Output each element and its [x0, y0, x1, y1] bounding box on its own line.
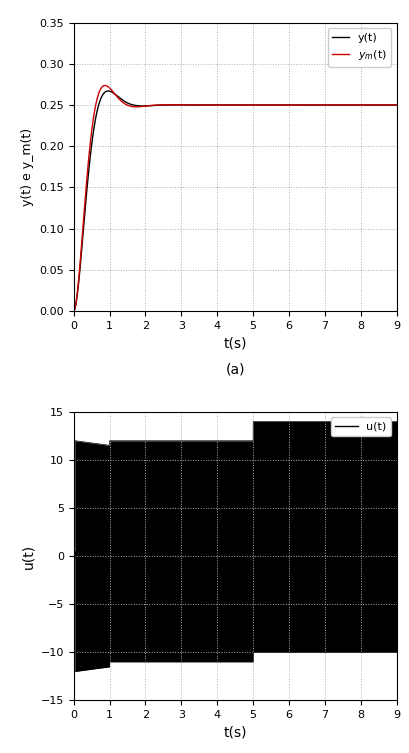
y_m(t) — [337, 100, 342, 109]
y_m(t) — [312, 100, 317, 109]
y(t) — [312, 100, 317, 109]
y_m(t) — [281, 100, 286, 109]
Legend: u(t): u(t) — [331, 417, 391, 436]
Y-axis label: y(t) e y_m(t): y(t) e y_m(t) — [20, 128, 34, 206]
y(t) — [106, 87, 110, 96]
Y-axis label: u(t): u(t) — [21, 544, 35, 569]
Line: y_m(t): y_m(t) — [74, 85, 397, 311]
Legend: y(t), $y_m$(t): y(t), $y_m$(t) — [328, 28, 391, 66]
y(t) — [337, 100, 342, 109]
y_m(t) — [71, 306, 76, 316]
y_m(t) — [195, 100, 200, 109]
y(t) — [130, 100, 135, 109]
Text: (a): (a) — [225, 363, 245, 377]
X-axis label: t(s): t(s) — [223, 726, 247, 739]
X-axis label: t(s): t(s) — [223, 337, 247, 350]
y_m(t) — [103, 81, 108, 90]
y_m(t) — [265, 100, 270, 109]
Line: y(t): y(t) — [74, 91, 397, 311]
y_m(t) — [394, 100, 399, 109]
y(t) — [265, 100, 270, 109]
y(t) — [71, 306, 76, 316]
y(t) — [394, 100, 399, 109]
y(t) — [195, 100, 200, 109]
y_m(t) — [130, 102, 135, 111]
y(t) — [281, 100, 286, 109]
